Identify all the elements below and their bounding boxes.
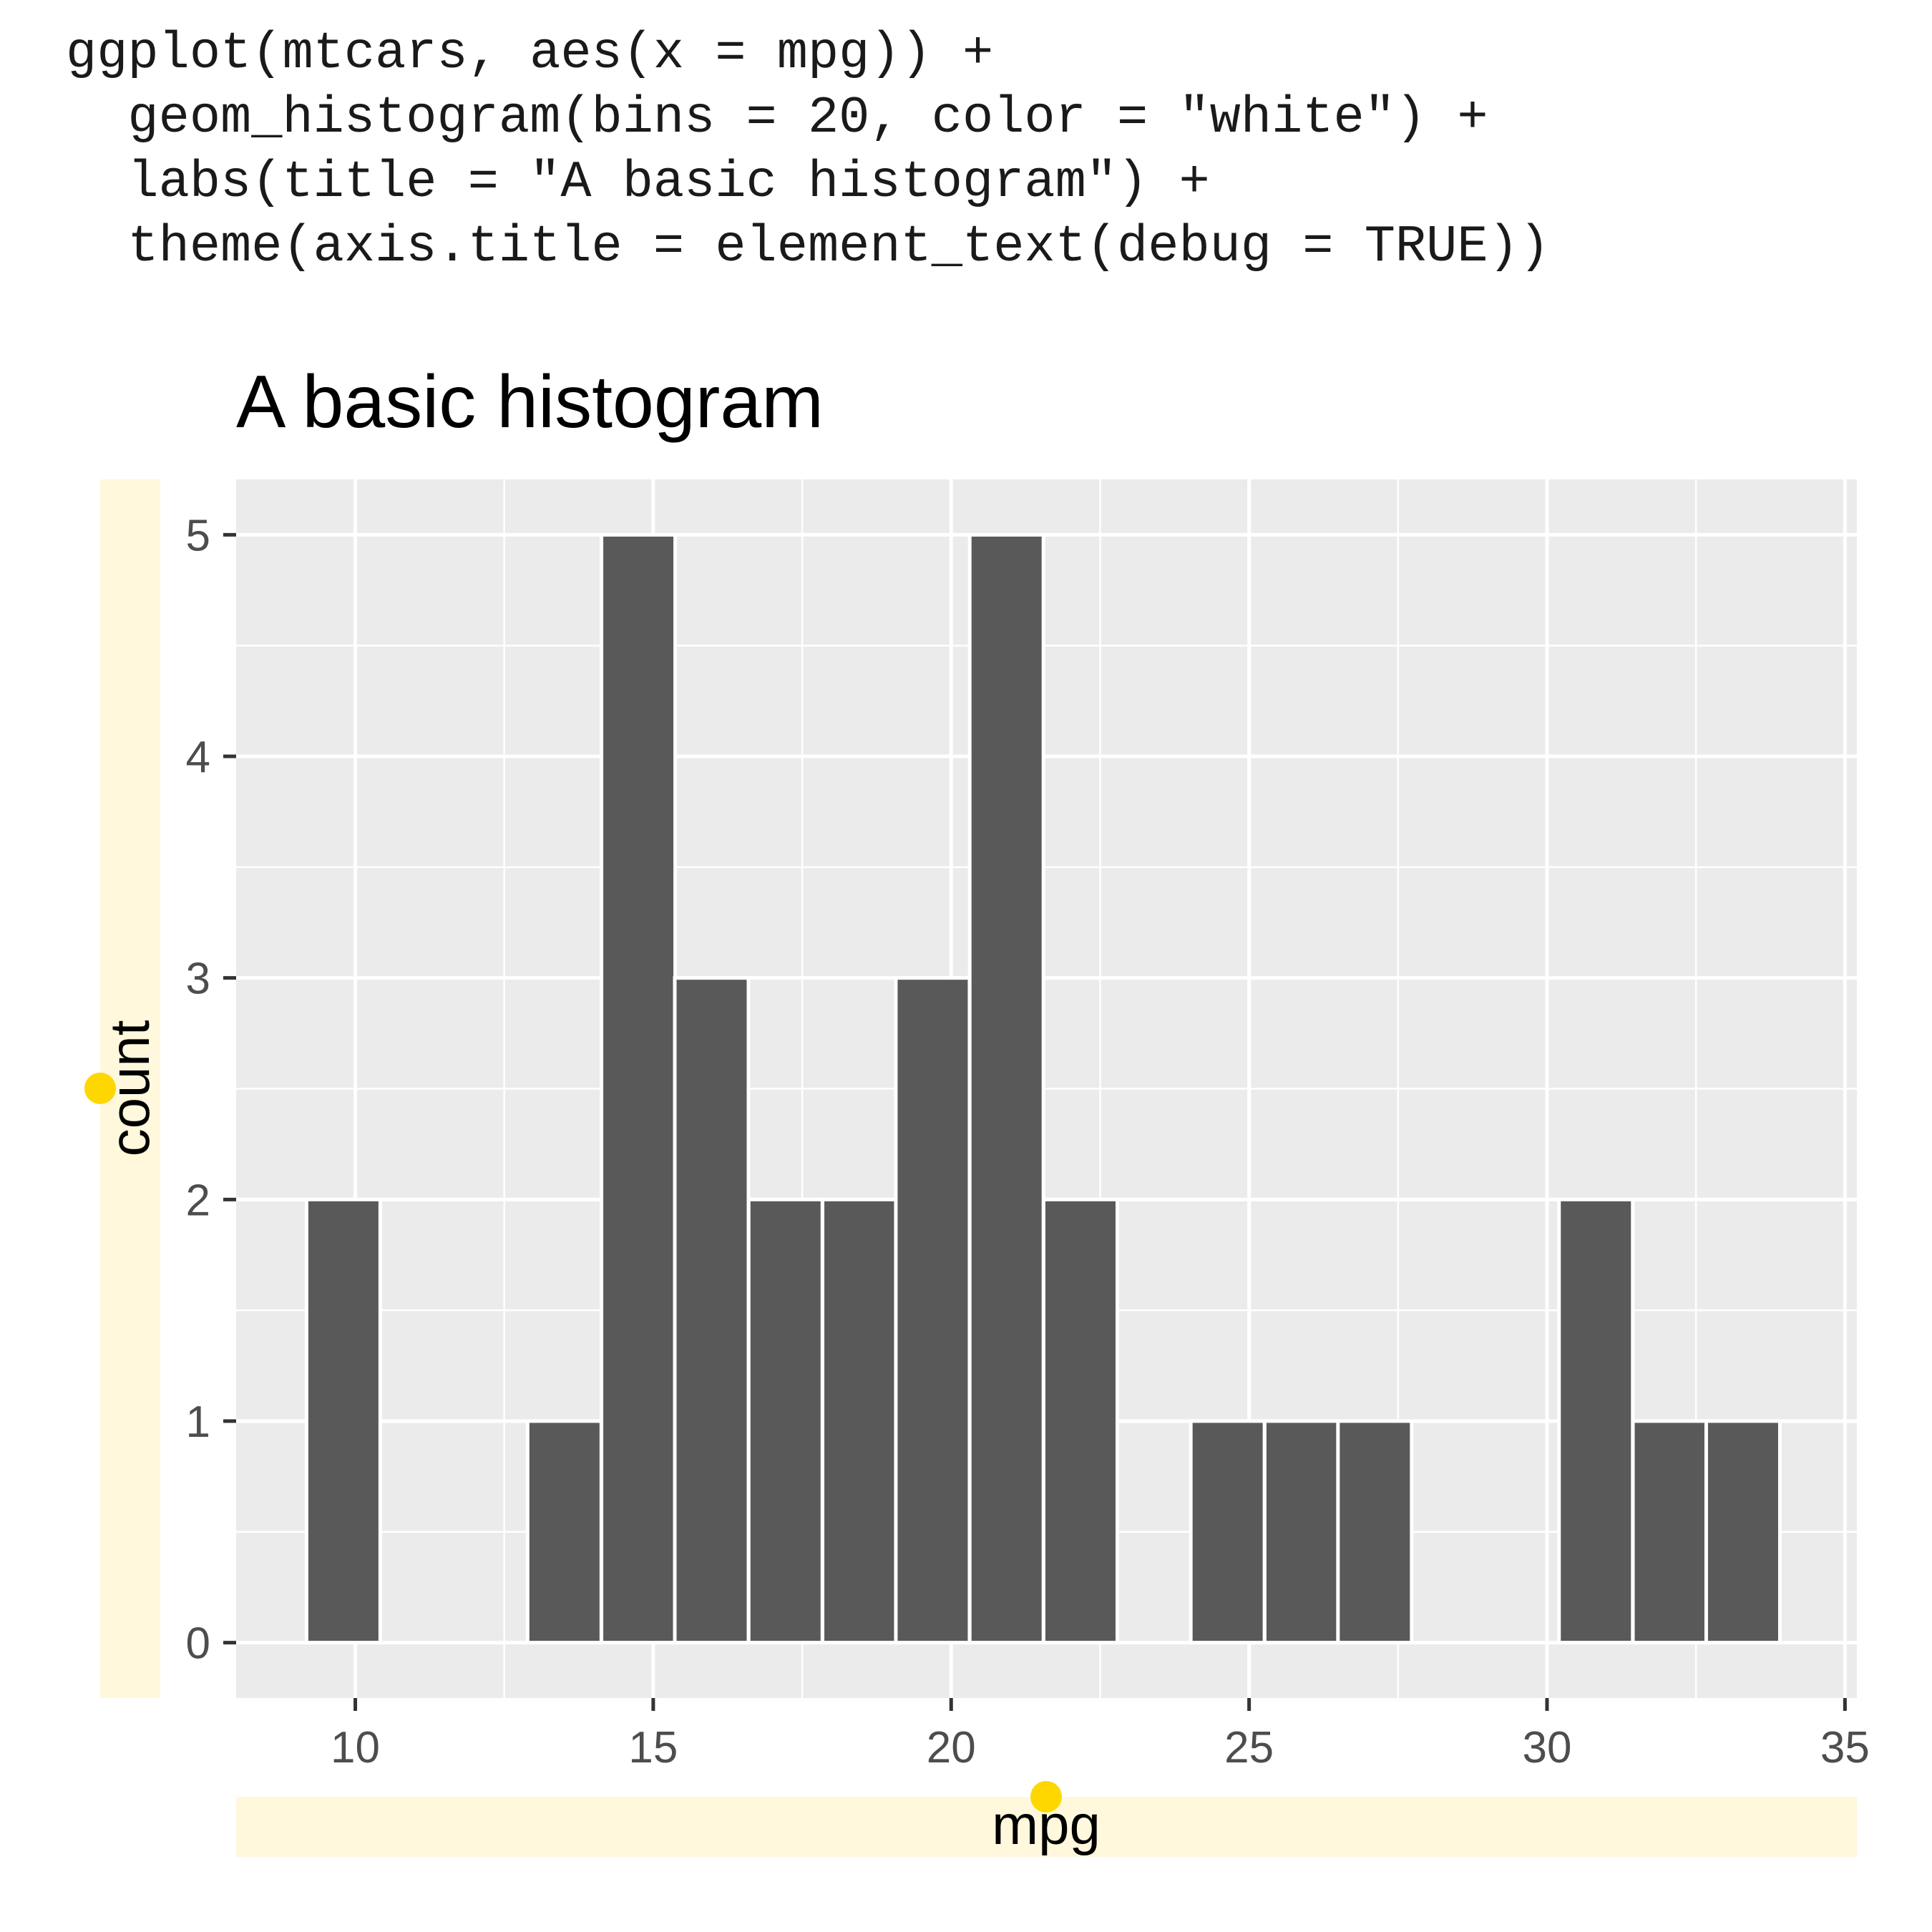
- histogram-bar: [304, 1197, 382, 1645]
- y-tick-label: 3: [186, 955, 210, 1004]
- x-tick-label: 35: [1820, 1723, 1870, 1772]
- x-axis-title-debug-point: [1030, 1781, 1062, 1813]
- x-tick-label: 10: [331, 1723, 380, 1772]
- histogram-bar: [1704, 1419, 1782, 1645]
- x-axis: 10 15 20 25 30 35: [331, 1698, 1870, 1772]
- histogram-bar: [1189, 1419, 1267, 1645]
- code-line: ggplot(mtcars, aes(x = mpg)) +: [66, 24, 994, 83]
- x-tick-label: 25: [1224, 1723, 1274, 1772]
- histogram-bar: [1041, 1197, 1119, 1645]
- y-tick-label: 0: [186, 1619, 210, 1669]
- histogram-bar: [1262, 1419, 1340, 1645]
- bars: [304, 532, 1782, 1645]
- histogram-bar: [1557, 1197, 1635, 1645]
- code-line: geom_histogram(bins = 20, color = "white…: [66, 89, 1488, 147]
- histogram-bar: [1336, 1419, 1414, 1645]
- code-line: labs(title = "A basic histogram") +: [66, 153, 1210, 212]
- y-axis-title-debug-point: [84, 1073, 116, 1104]
- y-axis: 0 1 2 3 4 5: [186, 511, 236, 1669]
- code-line: theme(axis.title = element_text(debug = …: [66, 218, 1550, 276]
- histogram-bar: [746, 1197, 824, 1645]
- chart-title: A basic histogram: [236, 361, 824, 444]
- histogram-bar: [673, 976, 751, 1645]
- histogram-bar: [967, 532, 1045, 1645]
- y-tick-label: 4: [186, 733, 210, 782]
- code-block: ggplot(mtcars, aes(x = mpg)) + geom_hist…: [66, 21, 1550, 279]
- histogram-bar: [1631, 1419, 1709, 1645]
- x-tick-label: 30: [1523, 1723, 1572, 1772]
- x-tick-label: 20: [927, 1723, 976, 1772]
- histogram-bar: [821, 1197, 899, 1645]
- histogram-bar: [525, 1419, 603, 1645]
- histogram-bar: [600, 532, 678, 1645]
- y-tick-label: 5: [186, 511, 210, 560]
- y-tick-label: 2: [186, 1176, 210, 1225]
- x-tick-label: 15: [628, 1723, 678, 1772]
- y-tick-label: 1: [186, 1397, 210, 1447]
- histogram-bar: [894, 976, 972, 1645]
